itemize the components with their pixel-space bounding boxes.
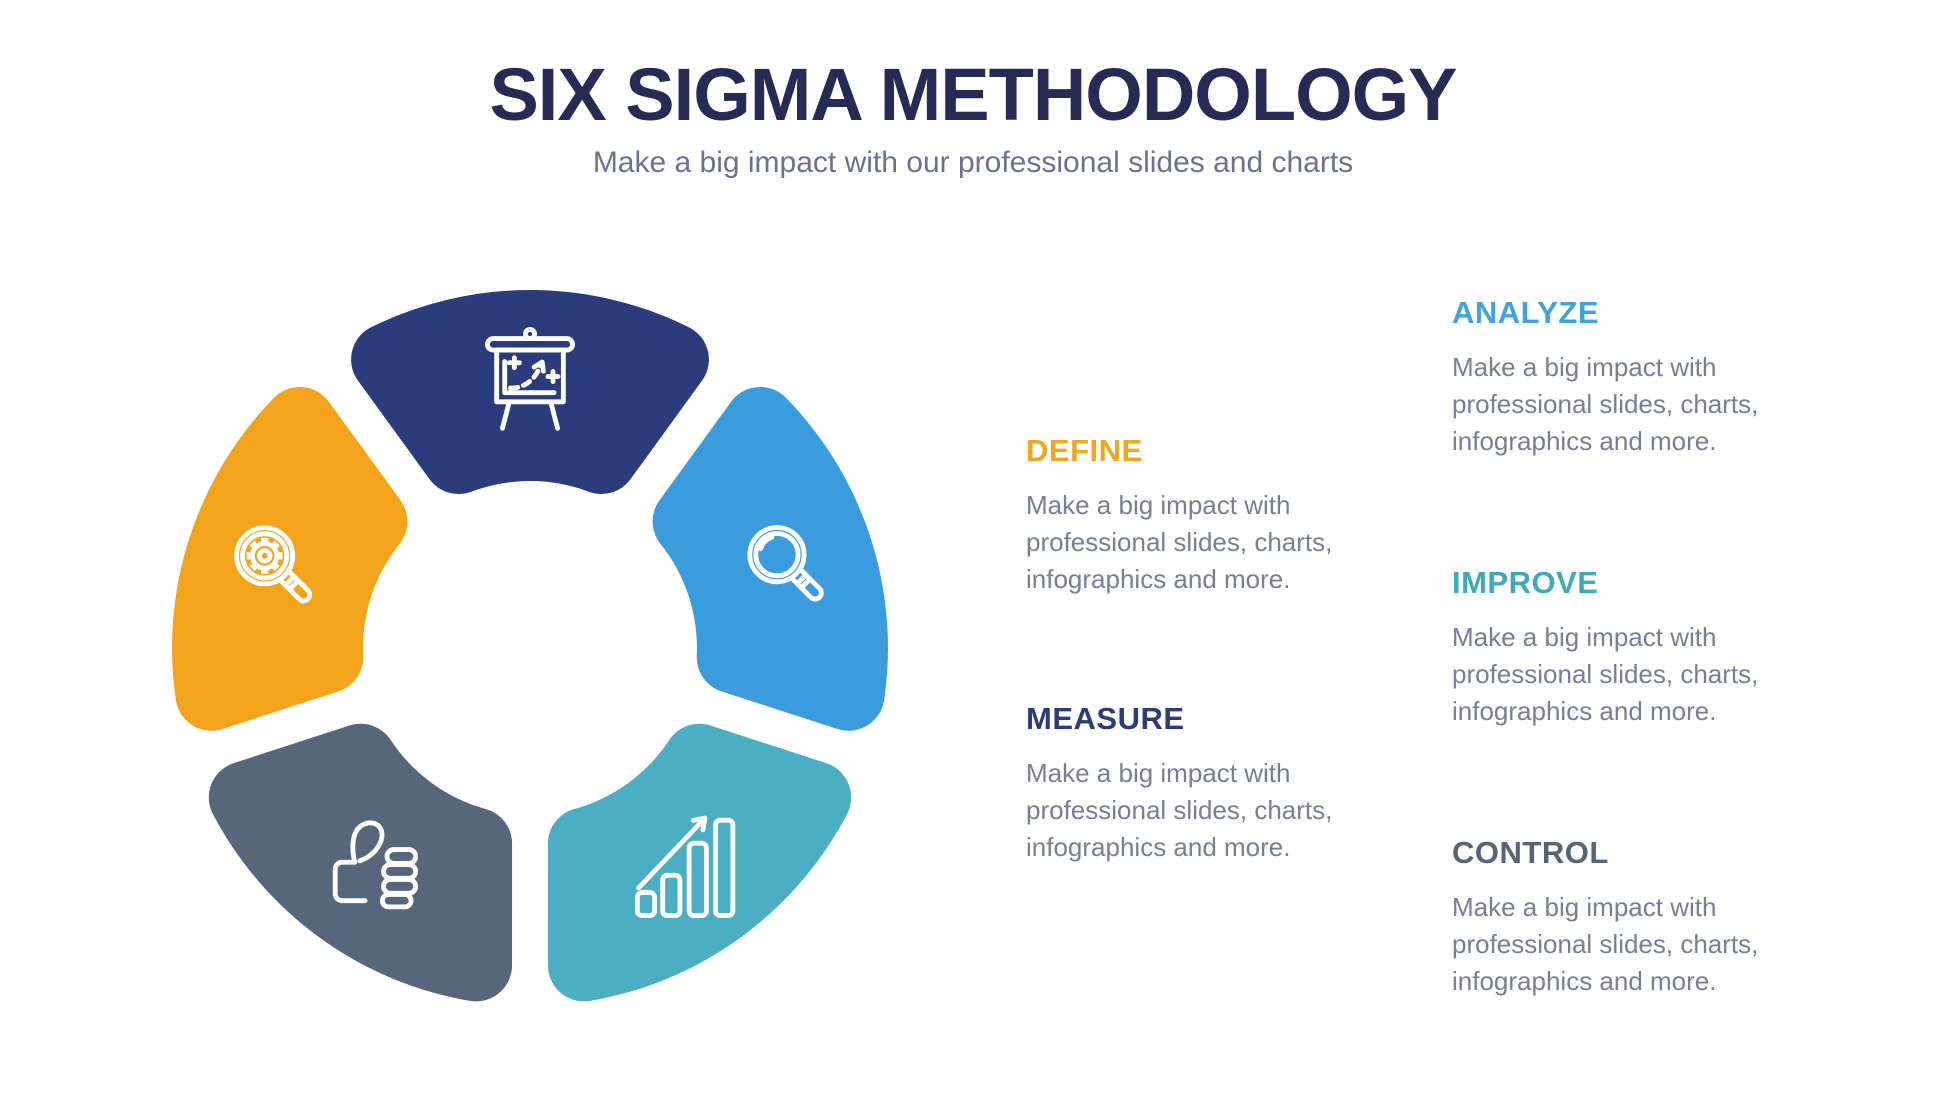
section-improve-body: Make a big impact with professional slid… xyxy=(1452,622,1759,726)
section-control: CONTROL Make a big impact with professio… xyxy=(1452,835,1792,1000)
section-improve: IMPROVE Make a big impact with professio… xyxy=(1452,565,1792,730)
section-improve-heading: IMPROVE xyxy=(1452,565,1599,600)
petal-improve-bottom-right xyxy=(547,723,852,1002)
section-analyze-body: Make a big impact with professional slid… xyxy=(1452,352,1759,456)
section-measure-heading: MEASURE xyxy=(1026,701,1185,736)
section-define: DEFINE Make a big impact with profession… xyxy=(1026,433,1366,598)
page-title: SIX SIGMA METHODOLOGY xyxy=(489,53,1457,136)
petal-define-left xyxy=(172,386,408,731)
page-subtitle: Make a big impact with our professional … xyxy=(592,146,1354,179)
section-control-body: Make a big impact with professional slid… xyxy=(1452,892,1759,996)
petal-analyze-right xyxy=(652,386,888,731)
growth-bar-chart-icon xyxy=(634,815,736,919)
section-measure-body: Make a big impact with professional slid… xyxy=(1026,758,1333,862)
section-measure: MEASURE Make a big impact with professio… xyxy=(1026,701,1366,866)
gear-magnifier-icon xyxy=(234,525,313,604)
section-define-heading: DEFINE xyxy=(1026,433,1143,468)
presentation-strategy-board-icon xyxy=(485,326,575,431)
section-analyze: ANALYZE Make a big impact with professio… xyxy=(1452,295,1792,460)
magnifier-icon xyxy=(747,525,824,602)
petal-control-bottom-left xyxy=(208,723,513,1002)
thumbs-up-icon xyxy=(332,820,419,910)
six-sigma-pinwheel-diagram xyxy=(172,290,888,1002)
section-define-body: Make a big impact with professional slid… xyxy=(1026,490,1333,594)
petal-group xyxy=(172,290,888,1002)
header: SIX SIGMA METHODOLOGY Make a big impact … xyxy=(0,58,1946,180)
section-analyze-heading: ANALYZE xyxy=(1452,295,1600,330)
section-control-heading: CONTROL xyxy=(1452,835,1609,870)
